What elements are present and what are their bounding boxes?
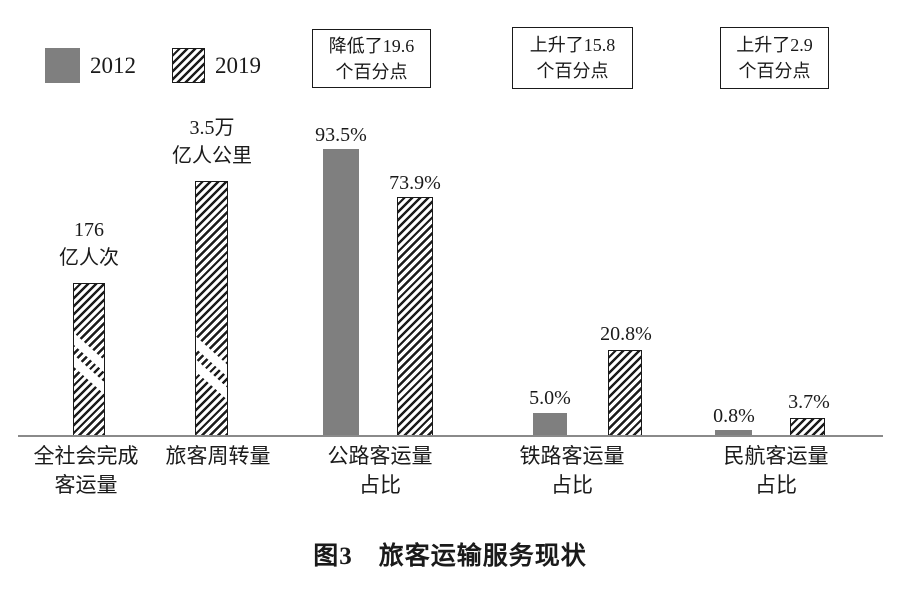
value-label-turnover: 3.5万 亿人公里 [172, 114, 252, 170]
value-line: 73.9% [389, 172, 441, 194]
caption-number: 图3 [313, 543, 353, 570]
value-label-air-2012: 0.8% [713, 402, 755, 430]
value-label-road-2012: 93.5% [315, 121, 367, 149]
value-line: 5.0% [529, 387, 571, 409]
legend-label-2019: 2019 [215, 53, 261, 78]
category-line: 民航客运量 [723, 444, 829, 468]
annotation-box-road: 降低了19.6 个百分点 [312, 29, 431, 88]
category-label-rail: 铁路客运量 占比 [520, 442, 625, 500]
category-line: 铁路客运量 [519, 444, 625, 468]
category-label-turnover: 旅客周转量 [166, 442, 271, 471]
category-line: 公路客运量 [327, 444, 433, 468]
value-label-road-2019: 73.9% [389, 169, 441, 197]
figure-caption: 图3 旅客运输服务现状 [0, 536, 900, 572]
bar-total-volume-2019 [73, 283, 105, 436]
bar-rail-2019 [608, 350, 642, 436]
annotation-line: 个百分点 [536, 61, 609, 81]
bar-air-2019 [790, 418, 825, 436]
bar-rail-2012 [533, 413, 567, 436]
caption-title: 旅客运输服务现状 [378, 543, 587, 570]
category-line: 旅客周转量 [165, 444, 271, 468]
value-line: 3.7% [788, 391, 830, 413]
value-label-air-2019: 3.7% [788, 388, 830, 416]
category-label-air: 民航客运量 占比 [724, 442, 829, 500]
value-line: 亿人次 [59, 247, 119, 269]
annotation-box-air: 上升了2.9 个百分点 [720, 27, 829, 89]
category-line: 占比 [551, 473, 593, 497]
annotation-line: 上升了2.9 [736, 35, 813, 55]
legend-swatch-2019 [172, 48, 205, 83]
value-line: 20.8% [600, 323, 652, 345]
category-line: 占比 [359, 473, 401, 497]
annotation-line: 个百分点 [335, 61, 408, 82]
value-label-rail-2012: 5.0% [529, 384, 571, 412]
value-line: 176 [74, 219, 104, 241]
category-label-total-volume: 全社会完成 客运量 [34, 442, 139, 500]
value-label-rail-2019: 20.8% [600, 320, 652, 348]
annotation-line: 降低了19.6 [328, 35, 415, 56]
value-label-total-volume: 176 亿人次 [59, 216, 119, 272]
bar-road-2019 [397, 197, 433, 436]
annotation-box-rail: 上升了15.8 个百分点 [512, 27, 633, 89]
value-line: 93.5% [315, 124, 367, 146]
x-axis-baseline [18, 435, 883, 437]
bar-road-2012 [323, 149, 359, 436]
value-line: 3.5万 [189, 117, 235, 139]
category-line: 客运量 [54, 473, 118, 497]
legend-label-2012: 2012 [90, 53, 136, 78]
bar-turnover-2019 [195, 181, 228, 436]
category-line: 全社会完成 [33, 444, 139, 468]
value-line: 亿人公里 [172, 145, 252, 167]
value-line: 0.8% [713, 405, 755, 427]
category-line: 占比 [755, 473, 797, 497]
annotation-line: 上升了15.8 [529, 35, 616, 55]
bar-air-2012 [715, 430, 752, 436]
category-label-road: 公路客运量 占比 [328, 442, 433, 500]
annotation-line: 个百分点 [738, 61, 811, 81]
legend-swatch-2012 [45, 48, 80, 83]
